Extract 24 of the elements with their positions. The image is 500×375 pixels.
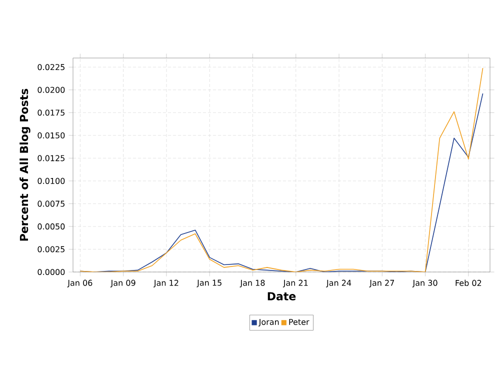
y-tick-label: 0.0075 xyxy=(38,200,64,207)
y-tick-label: 0.0000 xyxy=(38,268,65,276)
y-tick-label: 0.0150 xyxy=(38,132,65,138)
x-tick-label: Jan 18 xyxy=(240,280,265,288)
y-tick-label: 0.0225 xyxy=(38,64,64,70)
x-tick-label: Jan 30 xyxy=(412,280,438,288)
x-tick-label: Jan 27 xyxy=(369,280,394,288)
x-tick-label: Jan 09 xyxy=(110,280,136,288)
legend-label: Joran xyxy=(258,318,279,326)
x-tick-label: Jan 24 xyxy=(326,280,352,288)
y-tick-label: 0.0200 xyxy=(38,86,65,93)
y-tick-label: 0.0125 xyxy=(38,155,64,162)
y-tick-label: 0.0025 xyxy=(38,246,64,252)
y-axis-title: Percent of All Blog Posts xyxy=(20,88,30,241)
x-axis-title: Date xyxy=(268,292,296,300)
y-tick-label: 0.0050 xyxy=(38,223,65,230)
x-tick-label: Feb 02 xyxy=(456,280,482,286)
legend-label: Peter xyxy=(289,318,310,325)
x-tick-label: Jan 15 xyxy=(196,280,222,288)
x-tick-label: Jan 12 xyxy=(154,280,178,288)
y-tick-label: 0.0175 xyxy=(38,110,64,116)
x-tick-label: Jan 06 xyxy=(67,280,92,288)
x-tick-label: Jan 21 xyxy=(282,280,308,288)
y-tick-label: 0.0100 xyxy=(38,178,65,184)
